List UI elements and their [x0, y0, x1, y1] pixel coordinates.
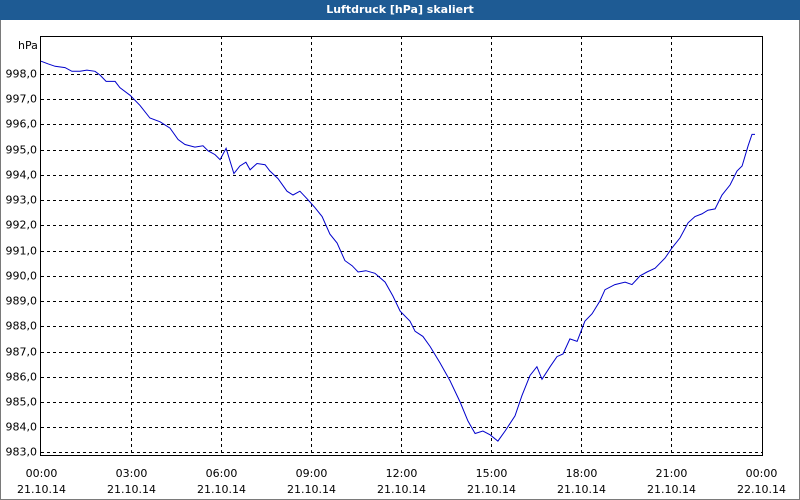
x-tick-date: 21.10.14	[17, 483, 66, 496]
x-tick-date: 22.10.14	[737, 483, 786, 496]
y-tick-label: 983,0	[6, 446, 38, 459]
x-tick-label: 12:00	[386, 467, 418, 480]
y-tick-label: 989,0	[6, 295, 38, 308]
x-tick-label: 18:00	[566, 467, 598, 480]
x-tick-label: 09:00	[296, 467, 328, 480]
y-tick-label: 997,0	[6, 93, 38, 106]
x-tick-label: 21:00	[656, 467, 688, 480]
x-tick-date: 21.10.14	[467, 483, 516, 496]
x-tick-date: 21.10.14	[287, 483, 336, 496]
title-bar	[0, 0, 800, 20]
chart-title: Luftdruck [hPa] skaliert	[326, 3, 474, 16]
y-tick-label: 995,0	[6, 144, 38, 157]
y-tick-label: 988,0	[6, 320, 38, 333]
x-tick-label: 03:00	[116, 467, 148, 480]
y-tick-label: 993,0	[6, 194, 38, 207]
y-tick-label: 994,0	[6, 169, 38, 182]
x-tick-date: 21.10.14	[647, 483, 696, 496]
y-tick-label: 998,0	[6, 68, 38, 81]
y-tick-label: 991,0	[6, 245, 38, 258]
y-tick-label: 990,0	[6, 270, 38, 283]
y-tick-label: 987,0	[6, 346, 38, 359]
x-tick-date: 21.10.14	[377, 483, 426, 496]
x-tick-label: 15:00	[476, 467, 508, 480]
x-tick-date: 21.10.14	[107, 483, 156, 496]
x-tick-label: 00:00	[26, 467, 58, 480]
x-tick-label: 06:00	[206, 467, 238, 480]
y-tick-label: 984,0	[6, 421, 38, 434]
y-tick-label: 992,0	[6, 219, 38, 232]
y-tick-label: 996,0	[6, 118, 38, 131]
x-tick-date: 21.10.14	[557, 483, 606, 496]
y-axis-label: hPa	[18, 39, 38, 52]
pressure-line	[40, 60, 755, 442]
x-tick-date: 21.10.14	[197, 483, 246, 496]
x-tick-label: 00:00	[746, 467, 778, 480]
y-tick-label: 986,0	[6, 371, 38, 384]
y-tick-label: 985,0	[6, 396, 38, 409]
